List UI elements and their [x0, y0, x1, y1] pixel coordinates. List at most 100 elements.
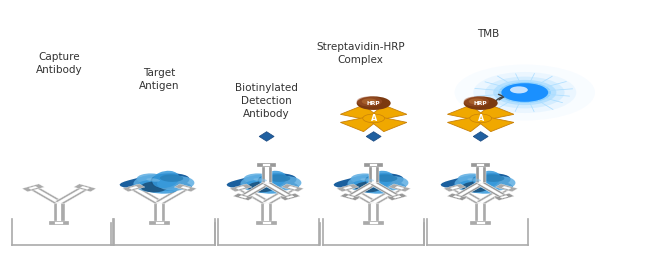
Ellipse shape [352, 180, 392, 194]
Polygon shape [447, 116, 486, 132]
Polygon shape [265, 187, 294, 203]
Polygon shape [476, 222, 485, 224]
Ellipse shape [136, 173, 164, 184]
Ellipse shape [151, 175, 177, 189]
Ellipse shape [348, 174, 391, 192]
Polygon shape [346, 196, 354, 198]
Polygon shape [236, 187, 271, 204]
Ellipse shape [160, 174, 183, 182]
Polygon shape [341, 105, 378, 120]
Polygon shape [261, 203, 272, 223]
Ellipse shape [259, 171, 287, 188]
Circle shape [463, 96, 489, 107]
Polygon shape [473, 132, 488, 141]
Ellipse shape [472, 175, 498, 189]
Text: Biotinylated
Detection
Antibody: Biotinylated Detection Antibody [235, 83, 298, 119]
Ellipse shape [454, 174, 497, 192]
Polygon shape [370, 182, 401, 198]
Polygon shape [227, 173, 299, 191]
Text: A: A [370, 114, 377, 123]
Polygon shape [55, 222, 63, 224]
Ellipse shape [467, 178, 481, 182]
Ellipse shape [365, 175, 391, 189]
Ellipse shape [459, 180, 499, 194]
Polygon shape [395, 186, 404, 189]
Polygon shape [340, 193, 360, 200]
Polygon shape [476, 182, 508, 198]
Circle shape [470, 114, 491, 123]
Polygon shape [29, 187, 64, 204]
Polygon shape [265, 183, 292, 197]
Polygon shape [57, 187, 86, 203]
Polygon shape [372, 187, 401, 203]
Polygon shape [476, 187, 511, 204]
Circle shape [357, 96, 382, 107]
Polygon shape [157, 203, 162, 223]
Circle shape [499, 82, 551, 103]
Ellipse shape [374, 174, 397, 182]
Polygon shape [370, 222, 378, 224]
Polygon shape [388, 184, 411, 192]
Polygon shape [471, 163, 490, 167]
Polygon shape [229, 184, 252, 192]
Polygon shape [129, 186, 138, 189]
Polygon shape [370, 164, 378, 166]
Polygon shape [237, 186, 245, 189]
Polygon shape [456, 183, 482, 197]
Ellipse shape [366, 171, 393, 188]
Polygon shape [174, 184, 197, 192]
Polygon shape [81, 186, 90, 189]
Polygon shape [447, 193, 467, 200]
Polygon shape [495, 184, 518, 192]
Polygon shape [387, 193, 407, 200]
Polygon shape [363, 221, 384, 225]
Polygon shape [288, 186, 297, 189]
Polygon shape [239, 187, 268, 203]
Polygon shape [158, 187, 187, 203]
Polygon shape [494, 193, 514, 200]
Ellipse shape [244, 173, 272, 184]
Polygon shape [475, 203, 486, 223]
Polygon shape [441, 173, 513, 191]
Polygon shape [257, 163, 276, 167]
Polygon shape [53, 203, 64, 223]
Ellipse shape [351, 173, 378, 184]
Polygon shape [259, 132, 274, 141]
Circle shape [362, 98, 377, 105]
Text: HRP: HRP [367, 101, 380, 106]
Ellipse shape [371, 176, 408, 191]
Ellipse shape [354, 182, 382, 192]
Polygon shape [393, 196, 401, 198]
Polygon shape [123, 184, 145, 192]
Polygon shape [343, 187, 378, 204]
Polygon shape [477, 164, 484, 166]
Ellipse shape [138, 180, 177, 194]
Polygon shape [280, 193, 300, 200]
Polygon shape [346, 187, 376, 203]
Polygon shape [155, 187, 190, 204]
Polygon shape [476, 165, 486, 183]
Polygon shape [154, 203, 165, 223]
Polygon shape [369, 105, 407, 120]
Text: TMB: TMB [477, 29, 500, 39]
Text: HRP: HRP [474, 101, 488, 106]
Text: Capture
Antibody: Capture Antibody [36, 53, 83, 75]
Polygon shape [348, 183, 375, 197]
Ellipse shape [473, 171, 500, 188]
Polygon shape [286, 196, 294, 198]
Polygon shape [443, 184, 466, 192]
Ellipse shape [254, 178, 267, 182]
Polygon shape [263, 222, 270, 224]
Ellipse shape [462, 182, 489, 192]
Polygon shape [155, 222, 164, 224]
Text: Streptavidin-HRP
Complex: Streptavidin-HRP Complex [317, 42, 405, 65]
Ellipse shape [360, 178, 374, 182]
Polygon shape [239, 196, 247, 198]
Polygon shape [453, 187, 482, 203]
Polygon shape [281, 184, 304, 192]
Ellipse shape [478, 176, 515, 191]
Polygon shape [369, 187, 404, 204]
Polygon shape [346, 182, 378, 198]
Polygon shape [343, 186, 352, 189]
Polygon shape [502, 186, 511, 189]
